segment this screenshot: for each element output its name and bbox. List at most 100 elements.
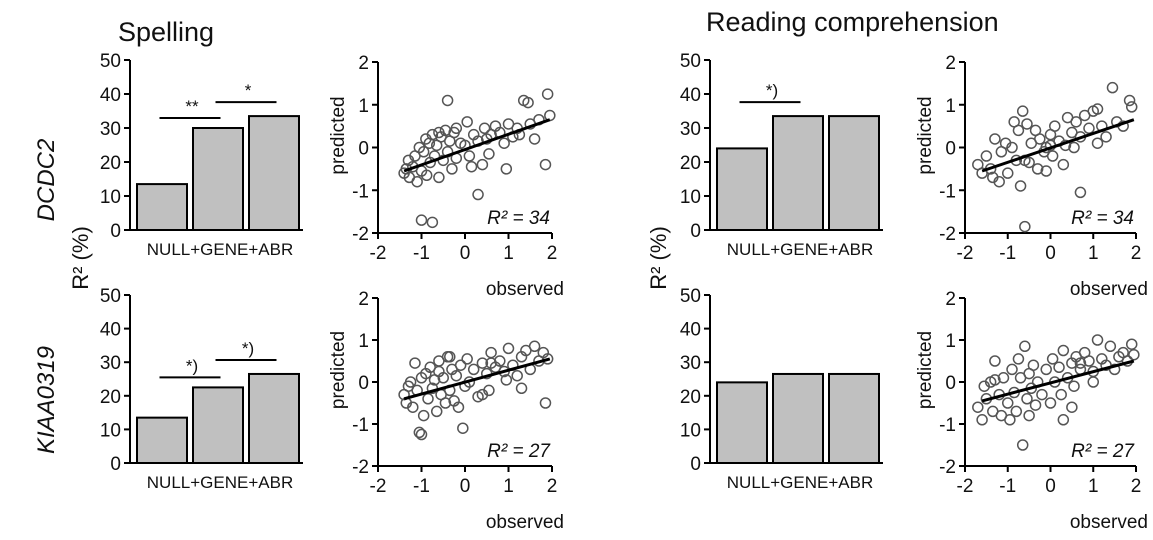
bar-category-labels: NULL+GENE+ABR	[727, 240, 873, 259]
scatter-point	[485, 357, 497, 369]
scatter-point	[1029, 399, 1042, 411]
scatter-point	[541, 353, 554, 365]
scatter-point	[1053, 361, 1065, 374]
scatter-y-tick-label: 1	[945, 331, 956, 352]
scatter-xlabel: observed	[486, 512, 564, 533]
scatter-point	[498, 137, 510, 149]
scatter-point	[1100, 131, 1112, 143]
bar-y-tick-label: 50	[100, 286, 121, 307]
bar-y-tick-label: 0	[110, 454, 121, 475]
r2-annotation: R² = 27	[1071, 441, 1135, 462]
scatter-point	[1074, 357, 1087, 369]
scatter-point	[454, 359, 467, 371]
ylabel-r2-right: R² (%)	[646, 226, 671, 290]
bar-y-tick-label: 50	[680, 51, 701, 72]
scatter-point	[407, 401, 419, 413]
scatter-point	[1087, 376, 1099, 388]
scatter-point	[1108, 363, 1121, 376]
scatter-y-tick-label: 2	[358, 289, 369, 310]
scatter-x-tick-label: 2	[1131, 243, 1142, 264]
scatter-point	[1068, 141, 1080, 154]
scatter-point	[476, 388, 489, 401]
regression-line	[981, 118, 1135, 173]
scatter-point	[415, 214, 428, 226]
significance-label: **	[185, 97, 199, 116]
scatter-y-tick-label: 2	[945, 53, 956, 74]
scatter-point	[511, 369, 523, 382]
scatter-point	[1104, 340, 1117, 353]
bar-y-tick-label: 10	[100, 187, 121, 208]
bar-abr	[828, 115, 880, 231]
scatter-point	[457, 422, 469, 434]
scatter-point	[1091, 103, 1104, 115]
scatter-point	[433, 171, 445, 184]
r2-annotation: R² = 27	[487, 441, 551, 462]
scatter-point	[976, 414, 988, 426]
scatter-point	[430, 405, 443, 418]
scatter-y-tick-label: 2	[358, 53, 369, 74]
scatter-point	[433, 126, 445, 139]
scatter-point	[1004, 414, 1016, 426]
bar-abr	[828, 372, 880, 464]
scatter-point	[515, 382, 528, 395]
scatter-point	[433, 355, 445, 367]
significance-label: *)	[766, 81, 778, 100]
scatter-point	[1021, 118, 1033, 130]
bar-abr	[248, 372, 300, 464]
scatter-y-tick-label: -1	[939, 415, 956, 436]
significance-label: *)	[186, 356, 198, 375]
scatter-point	[494, 355, 506, 367]
scatter-y-tick-label: 1	[358, 96, 369, 117]
scatter-point	[1074, 186, 1087, 199]
scatter-point	[1044, 397, 1057, 409]
scatter-point	[485, 346, 497, 359]
scatter-y-tick-label: -2	[939, 224, 956, 245]
scatter-point	[422, 393, 434, 405]
scatter-point	[450, 122, 463, 135]
scatter-point	[989, 355, 1001, 367]
bar-y-tick-label: 0	[690, 221, 701, 242]
bar-category-labels: NULL+GENE+ABR	[727, 473, 873, 492]
scatter-point	[1091, 334, 1104, 346]
bar-y-tick-label: 30	[100, 119, 121, 140]
scatter-y-tick-label: -2	[352, 457, 369, 478]
scatter-x-tick-label: 1	[1088, 243, 1099, 264]
scatter-point	[1023, 409, 1035, 422]
scatter-ylabel: predicted	[915, 96, 936, 174]
bar-y-tick-label: 30	[100, 353, 121, 374]
row-label-dcdc2: DCDC2	[33, 139, 60, 222]
scatter-ylabel: predicted	[328, 331, 349, 409]
scatter-point	[1046, 353, 1059, 365]
scatter-point	[476, 357, 489, 369]
scatter-point	[1016, 105, 1029, 117]
scatter-point	[539, 397, 552, 409]
bar-y-tick-label: 50	[100, 51, 121, 72]
bar-y-tick-label: 40	[680, 320, 701, 341]
bar-y-tick-label: 0	[110, 221, 121, 242]
scatter-x-tick-label: -1	[999, 476, 1016, 497]
scatter-point	[1083, 122, 1095, 135]
scatter-point	[1027, 359, 1040, 371]
scatter-point	[1068, 380, 1080, 392]
scatter-x-tick-label: -2	[957, 476, 974, 497]
scatter-point	[1070, 116, 1082, 128]
scatter-point	[1002, 167, 1014, 179]
scatter-point	[987, 171, 999, 184]
scatter-point	[1021, 393, 1033, 405]
scatter-y-tick-label: 1	[358, 331, 369, 352]
scatter-point	[539, 158, 552, 171]
bar-y-tick-label: 20	[680, 153, 701, 174]
scatter-ylabel: predicted	[915, 331, 936, 409]
r2-annotation: R² = 34	[1071, 208, 1134, 229]
scatter-xlabel: observed	[1070, 279, 1148, 300]
scatter-x-tick-label: 0	[460, 476, 471, 497]
scatter-x-tick-label: -1	[999, 243, 1016, 264]
scatter-point	[1002, 397, 1014, 409]
scatter-y-tick-label: -1	[352, 181, 369, 202]
scatter-point	[478, 122, 491, 135]
scatter-point	[1057, 344, 1070, 357]
scatter-point	[413, 426, 426, 439]
scatter-point	[1066, 401, 1078, 413]
scatter-point	[452, 401, 465, 413]
bar-null	[136, 416, 188, 465]
